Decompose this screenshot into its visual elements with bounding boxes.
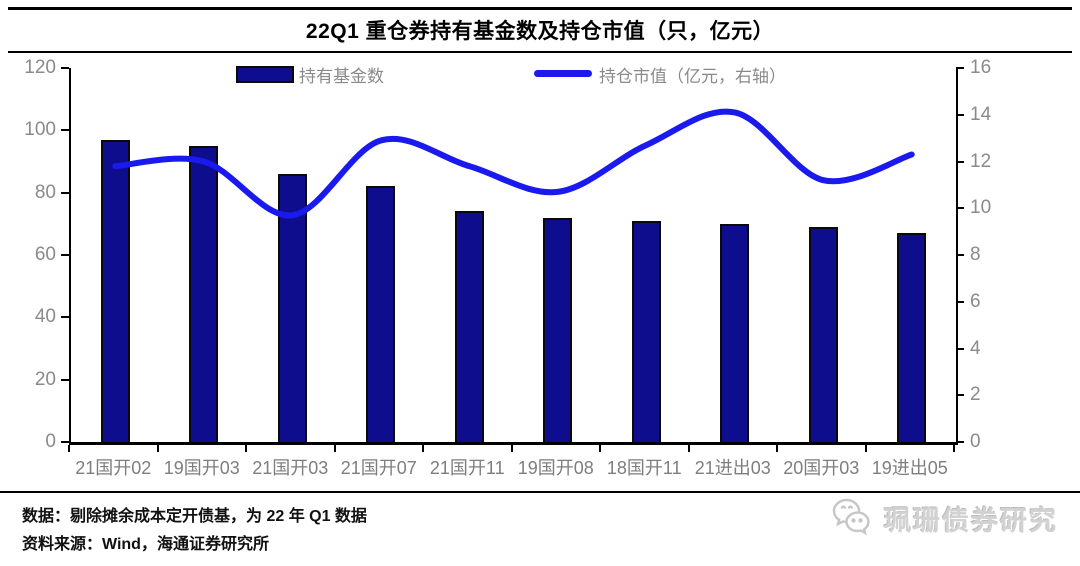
right-axis-tick-label: 6	[970, 290, 981, 312]
right-axis-tick-label: 12	[970, 150, 992, 172]
x-axis-tick	[68, 445, 70, 452]
bar-19进出05	[897, 233, 927, 442]
x-axis-tick	[156, 445, 159, 452]
x-axis-tick	[687, 445, 690, 452]
right-axis-tick	[956, 347, 964, 350]
left-axis-tick-label: 0	[45, 431, 56, 452]
right-axis-tick-label: 0	[970, 431, 981, 452]
footer-source: 资料来源：Wind，海通证券研究所	[22, 536, 269, 553]
right-axis-tick-label: 8	[970, 244, 981, 265]
footer-divider	[0, 491, 1080, 493]
left-axis-tick	[61, 441, 69, 443]
x-axis-category-label: 21国开02	[75, 458, 152, 478]
left-axis-tick	[61, 129, 69, 132]
x-axis-category-label: 21国开03	[252, 458, 329, 478]
wechat-chat-bubbles-icon	[832, 498, 870, 536]
right-axis-tick	[956, 67, 964, 69]
bar-19国开08	[543, 218, 573, 442]
legend-line-label: 持仓市值（亿元，右轴）	[599, 67, 786, 86]
left-axis-tick-label: 120	[24, 57, 56, 78]
x-axis-tick	[776, 445, 778, 452]
left-axis-tick-label: 20	[34, 368, 56, 390]
bar-21国开02	[100, 140, 130, 442]
right-axis-tick	[956, 394, 964, 397]
right-axis-tick-label: 4	[970, 337, 981, 359]
left-axis-tick-label: 40	[34, 306, 56, 328]
x-axis-tick	[953, 445, 955, 452]
legend-bar-label: 持有基金数	[299, 67, 384, 86]
right-axis-tick-label: 10	[970, 197, 992, 219]
left-axis-tick-label: 60	[34, 244, 56, 265]
left-axis-tick	[61, 191, 69, 194]
bar-19国开03	[189, 146, 219, 442]
x-axis-category-label: 21进出03	[694, 458, 771, 478]
bar-21国开03	[277, 174, 307, 442]
right-axis-tick	[956, 113, 964, 116]
legend-bar-swatch	[236, 66, 294, 83]
x-axis-tick	[864, 445, 867, 452]
bar-18国开11	[631, 221, 661, 442]
watermark-text: 珮珊债券研究	[884, 505, 1058, 536]
x-axis-category-label: 19国开03	[163, 458, 240, 478]
left-axis-tick	[61, 254, 69, 256]
left-axis-tick	[61, 67, 69, 69]
x-axis-tick	[245, 445, 247, 452]
chart-title: 22Q1 重仓券持有基金数及持仓市值（只，亿元）	[305, 20, 775, 43]
x-axis-tick	[422, 445, 424, 452]
left-axis-tick-label: 80	[34, 181, 56, 203]
x-axis-category-label: 20国开03	[783, 458, 860, 478]
right-axis-tick	[956, 160, 964, 163]
left-axis-tick	[61, 316, 69, 319]
watermark: 珮珊债券研究	[832, 498, 1058, 538]
bar-21国开07	[366, 186, 396, 442]
right-axis-tick	[956, 441, 964, 443]
right-axis-tick-label: 2	[970, 384, 981, 406]
bar-21进出03	[720, 224, 750, 442]
left-axis-tick	[61, 378, 69, 381]
top-divider	[8, 7, 1072, 10]
right-axis-tick	[956, 254, 964, 256]
legend-line-swatch	[534, 70, 592, 77]
footer-note: 数据：剔除摊余成本定开债基，为 22 年 Q1 数据	[22, 508, 367, 525]
plot-area	[69, 68, 958, 445]
right-axis-tick-label: 14	[970, 103, 992, 125]
left-axis-tick-label: 100	[24, 119, 56, 141]
x-axis-category-label: 18国开11	[606, 458, 682, 478]
market-value-line	[112, 108, 915, 219]
bar-21国开11	[454, 211, 484, 442]
x-axis-category-label: 19进出05	[871, 458, 948, 478]
bar-20国开03	[808, 227, 838, 442]
right-axis-tick	[956, 207, 964, 210]
x-axis-category-label: 21国开07	[340, 458, 417, 478]
x-axis-tick	[599, 445, 601, 452]
x-axis-category-label: 19国开08	[517, 458, 594, 478]
x-axis-category-label: 21国开11	[429, 458, 505, 478]
right-axis-tick	[956, 300, 964, 303]
x-axis-tick	[510, 445, 513, 452]
right-axis-tick-label: 16	[970, 57, 992, 78]
title-divider	[8, 51, 1072, 53]
x-axis-tick	[333, 445, 336, 452]
